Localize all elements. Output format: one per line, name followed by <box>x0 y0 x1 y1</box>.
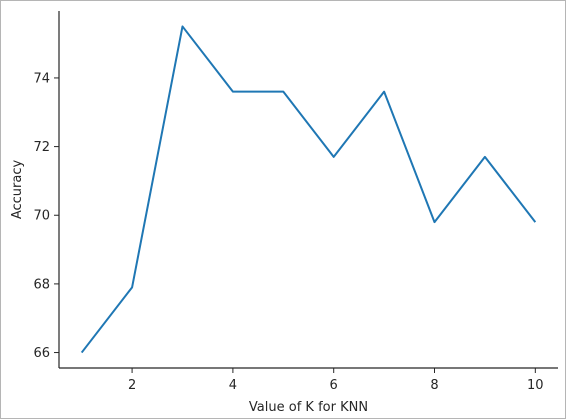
x-tick-label: 2 <box>128 378 136 393</box>
x-ticks: 2 4 6 8 10 <box>128 368 544 393</box>
y-tick-label: 72 <box>33 140 50 155</box>
x-tick-label: 8 <box>430 378 438 393</box>
y-ticks: 66 68 70 72 74 <box>33 71 59 361</box>
x-tick-label: 10 <box>527 378 544 393</box>
y-tick-label: 74 <box>33 71 50 86</box>
x-axis-label: Value of K for KNN <box>249 400 368 415</box>
x-tick-label: 6 <box>330 378 338 393</box>
y-axis-label: Accuracy <box>10 160 25 220</box>
y-tick-label: 66 <box>33 346 50 361</box>
y-tick-label: 68 <box>33 277 50 292</box>
x-tick-label: 4 <box>229 378 237 393</box>
y-tick-label: 70 <box>33 209 50 224</box>
axes <box>58 11 558 369</box>
series-layer <box>80 25 537 354</box>
series-line <box>80 25 537 354</box>
